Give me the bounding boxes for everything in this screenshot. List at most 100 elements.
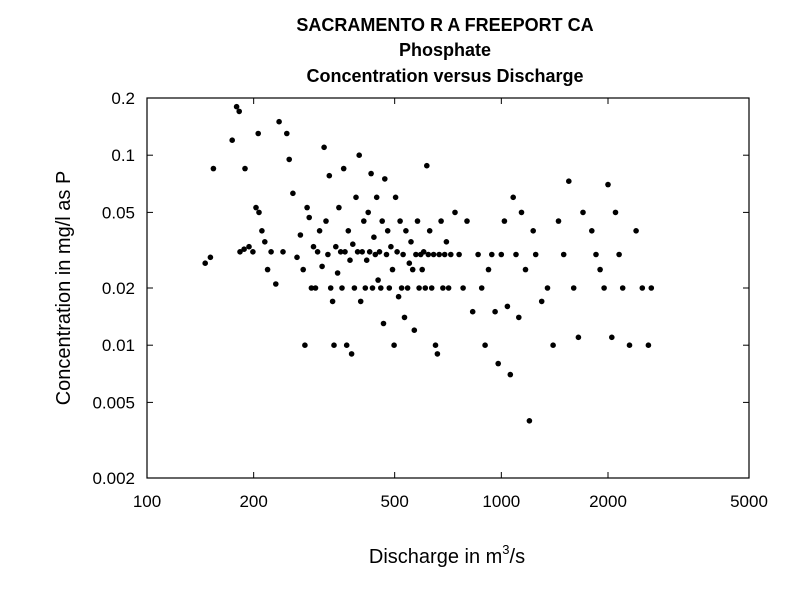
- data-point: [560, 251, 567, 258]
- data-point: [312, 285, 319, 291]
- data-point: [425, 251, 432, 258]
- chart-title-line-3: Concentration versus Discharge: [306, 66, 583, 86]
- data-point: [485, 266, 492, 273]
- data-point: [391, 342, 397, 349]
- data-point: [286, 156, 293, 163]
- data-point: [440, 285, 446, 291]
- data-point: [327, 285, 334, 291]
- data-point: [256, 209, 262, 216]
- data-point: [648, 285, 655, 291]
- data-point: [333, 243, 339, 250]
- data-point: [319, 263, 325, 270]
- data-point: [242, 165, 248, 172]
- data-point: [609, 334, 615, 341]
- data-point: [379, 218, 386, 224]
- y-tick-label: 0.05: [102, 203, 135, 222]
- data-point: [544, 285, 551, 291]
- data-point: [394, 249, 400, 255]
- data-point: [426, 228, 433, 234]
- data-point: [443, 239, 450, 245]
- data-point: [448, 251, 454, 258]
- data-point: [372, 251, 379, 258]
- data-point: [507, 371, 514, 378]
- data-point: [262, 239, 268, 245]
- data-point: [323, 218, 329, 224]
- data-point: [359, 249, 366, 255]
- data-point: [250, 249, 256, 255]
- data-point: [597, 266, 603, 273]
- data-point: [513, 251, 519, 258]
- data-point: [373, 194, 380, 201]
- data-point: [516, 314, 522, 321]
- data-point: [424, 162, 430, 169]
- data-point: [233, 103, 240, 110]
- data-point: [284, 130, 290, 137]
- data-point: [366, 249, 373, 255]
- y-tick-label: 0.2: [111, 89, 135, 108]
- chart-title-line-1: SACRAMENTO R A FREEPORT CA: [296, 15, 593, 35]
- data-point: [475, 251, 481, 258]
- data-point: [436, 251, 443, 258]
- data-point: [589, 228, 595, 234]
- data-point: [362, 285, 369, 291]
- data-point: [350, 241, 356, 247]
- data-point: [432, 342, 439, 349]
- data-point: [612, 209, 619, 216]
- data-point: [570, 285, 577, 291]
- data-point: [294, 254, 300, 261]
- data-point: [357, 298, 364, 305]
- data-point: [482, 342, 488, 349]
- data-point: [302, 342, 308, 349]
- data-point: [297, 232, 304, 238]
- data-point: [452, 209, 458, 216]
- data-point: [411, 327, 418, 334]
- data-point: [408, 239, 414, 245]
- data-point: [403, 228, 409, 234]
- data-point: [329, 298, 336, 305]
- data-point: [416, 285, 422, 291]
- data-point: [645, 342, 652, 349]
- data-point: [384, 228, 391, 234]
- y-tick-label: 0.002: [92, 469, 135, 488]
- data-point: [395, 293, 402, 300]
- data-point: [498, 251, 505, 258]
- data-point: [633, 228, 639, 234]
- data-point: [639, 285, 646, 291]
- x-tick-label: 100: [133, 492, 161, 511]
- data-point: [343, 342, 350, 349]
- data-point: [601, 285, 607, 291]
- data-point: [210, 165, 217, 172]
- x-axis-label-main: Discharge in m: [369, 546, 502, 568]
- data-point: [310, 243, 317, 250]
- data-point: [347, 257, 353, 264]
- data-point: [353, 194, 359, 201]
- data-point: [388, 243, 394, 250]
- data-point: [434, 351, 441, 357]
- data-point: [422, 285, 429, 291]
- data-point: [380, 320, 387, 327]
- x-axis-label-superscript: 3: [502, 542, 509, 557]
- data-point: [566, 178, 572, 184]
- data-point: [259, 228, 265, 234]
- data-point: [264, 266, 271, 273]
- data-point: [404, 285, 411, 291]
- data-point: [314, 249, 321, 255]
- data-point: [229, 137, 235, 143]
- data-point: [532, 251, 539, 258]
- data-point: [605, 181, 611, 188]
- data-point: [518, 209, 525, 216]
- data-point: [369, 285, 376, 291]
- data-point: [428, 285, 435, 291]
- data-point: [510, 194, 516, 201]
- data-point: [489, 251, 495, 258]
- data-point: [363, 257, 370, 264]
- data-point: [371, 234, 377, 240]
- data-point: [268, 249, 274, 255]
- data-point: [326, 172, 333, 179]
- y-axis-ticks: 0.002 0.005 0.01 0.02 0.05 0.1 0.2: [92, 89, 749, 488]
- data-point: [383, 251, 390, 258]
- data-point: [441, 251, 448, 258]
- data-point: [339, 285, 345, 291]
- y-tick-label: 0.02: [102, 279, 135, 298]
